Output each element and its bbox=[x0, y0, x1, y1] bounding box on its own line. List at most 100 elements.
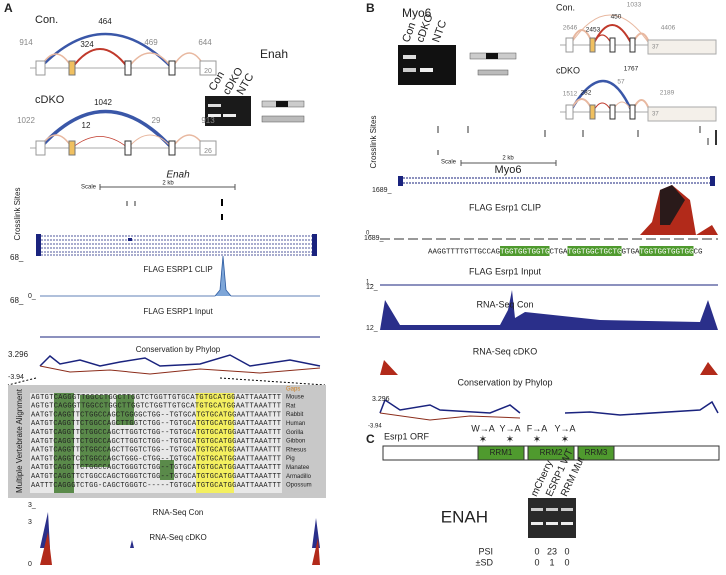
junction-count: 324 bbox=[80, 40, 94, 49]
junction-count: 913 bbox=[201, 116, 215, 125]
label: Crosslink Sites bbox=[13, 188, 22, 241]
psi-value: 23 bbox=[547, 546, 557, 556]
label: 3.296 bbox=[8, 350, 29, 359]
label: Enah bbox=[166, 170, 190, 181]
gel-myo6 bbox=[398, 45, 517, 85]
sashimi-cdko-a bbox=[30, 109, 217, 156]
sequence: AATGTCAGGTCCTGGCCAGCTGGG-CTGG--TGTGCATGT… bbox=[31, 455, 281, 463]
label: 1_ bbox=[366, 280, 373, 286]
mutation: F→A bbox=[527, 423, 548, 433]
junction-count: 57 bbox=[617, 79, 625, 86]
alignment-box bbox=[8, 385, 326, 498]
junction-count: 914 bbox=[19, 38, 33, 47]
sequence: AGTGTCAGGGTTGGCCTGGCTTGGTCTGGTTGTGCATGTG… bbox=[31, 394, 281, 402]
label: 0 bbox=[28, 561, 32, 568]
label: 68_ bbox=[10, 296, 24, 305]
junction-count: 12 bbox=[82, 121, 91, 130]
junction-count: 282 bbox=[581, 90, 592, 97]
gel-enah bbox=[205, 96, 305, 126]
mutation: W→A bbox=[471, 423, 495, 433]
label: ENAH bbox=[441, 507, 488, 526]
label: 0_ bbox=[28, 293, 36, 300]
junction-count: 1042 bbox=[94, 98, 112, 107]
sequence: AATGTCAGGTTCTGGCCAGCTTGGTCTGG--TGTGCATGT… bbox=[31, 420, 281, 428]
sequence: AGTGTCAGGGTTGGCCTGGCTTGGTCTGGTTGTGCATGTG… bbox=[31, 403, 281, 411]
svg-text:✶: ✶ bbox=[479, 435, 487, 446]
species-name: Mouse bbox=[286, 395, 305, 401]
sd-value: 0 bbox=[564, 557, 569, 567]
domain-label: RRM3 bbox=[585, 448, 608, 457]
svg-text:✶: ✶ bbox=[533, 435, 541, 446]
junction-count: 1033 bbox=[627, 2, 642, 9]
label: FLAG ESRP1 Input bbox=[143, 307, 213, 316]
sequence: TGGTGGTGGTG bbox=[500, 248, 550, 256]
sequence: TGGTGGTGGTGG bbox=[640, 248, 694, 256]
species-name: Rabbit bbox=[286, 412, 304, 418]
svg-text:✶: ✶ bbox=[506, 435, 514, 446]
label: 20 bbox=[204, 68, 212, 75]
label: Con. bbox=[556, 2, 575, 12]
sequence: AATTTCAGGGTCTGG-CAGCTGGGTC-----TGTGCATGT… bbox=[31, 482, 281, 490]
label: Gaps bbox=[286, 387, 300, 393]
species-name: Manatee bbox=[286, 465, 310, 471]
species-name: Gorilla bbox=[286, 430, 304, 436]
label: 3_ bbox=[28, 502, 36, 509]
junction-count: 2453 bbox=[586, 27, 601, 34]
label: 2 kb bbox=[502, 156, 514, 162]
species-name: Opossum bbox=[286, 483, 312, 489]
junction-count: 2189 bbox=[660, 90, 675, 97]
label: RNA-Seq Con bbox=[476, 299, 533, 309]
motif-highlight bbox=[639, 246, 694, 256]
mutation: Y→A bbox=[554, 423, 575, 433]
sequence: CG bbox=[694, 248, 703, 256]
sequence: AATGTCAGGTTCTGGCCAGCTTGGTCTGG--TGTGCATGT… bbox=[31, 447, 281, 455]
sashimi-con-a bbox=[30, 32, 217, 76]
label: Enah bbox=[260, 47, 288, 61]
junction-count: 1512 bbox=[563, 91, 578, 98]
sashimi-cdko-b bbox=[560, 80, 717, 122]
junction-count: 2646 bbox=[563, 25, 578, 32]
label: 68_ bbox=[10, 253, 24, 262]
species-name: Rat bbox=[286, 403, 296, 409]
label: Scale bbox=[81, 185, 97, 191]
motif-highlight bbox=[500, 246, 550, 256]
mutation: Y→A bbox=[499, 423, 520, 433]
sd-value: 0 bbox=[534, 557, 539, 567]
junction-count: 4406 bbox=[661, 25, 676, 32]
junction-count: 1022 bbox=[17, 116, 35, 125]
sequence: TGGTGGCTGCTG bbox=[568, 248, 622, 256]
label: cDKO bbox=[35, 94, 65, 106]
label: RNA-Seq cDKO bbox=[473, 346, 538, 356]
sashimi-con-b bbox=[560, 14, 717, 55]
species-name: Human bbox=[286, 421, 305, 427]
genome-browser-a bbox=[7, 184, 326, 386]
label: FLAG Esrp1 CLIP bbox=[469, 202, 541, 212]
junction-count: 29 bbox=[152, 116, 161, 125]
sequence: AATGTCAGGTTCTGGCCAGCTGGGTCTGG--TGTGCATGT… bbox=[31, 464, 281, 472]
label: 3.296 bbox=[372, 396, 390, 403]
panel-label: C bbox=[366, 432, 375, 446]
sequence: AATGTCAGGTTCTGGCCAGCTTGGTCTGG--TGTGCATGT… bbox=[31, 438, 281, 446]
junction-count: 1767 bbox=[624, 66, 639, 73]
sequence: GTGA bbox=[622, 248, 640, 256]
sequence: AATGTCAGGTTCTGGCCAGCTTGGTCTGG--TGTGCATGT… bbox=[31, 429, 281, 437]
species-name: Pig bbox=[286, 456, 295, 462]
label: ±SD bbox=[476, 557, 494, 567]
motif-highlight bbox=[567, 246, 622, 256]
label: 1689_ bbox=[372, 187, 392, 194]
label: RNA-Seq cDKO bbox=[149, 533, 206, 542]
label: -3.94 bbox=[8, 374, 24, 381]
label: Multiple Vertebrate Alignment bbox=[15, 388, 24, 493]
label: 37 bbox=[652, 45, 659, 51]
label: Con. bbox=[35, 14, 58, 26]
panel-label: B bbox=[366, 1, 375, 15]
sd-value: 1 bbox=[549, 557, 554, 567]
label: PSI bbox=[478, 546, 493, 556]
psi-value: 0 bbox=[564, 546, 569, 556]
label: Myo6 bbox=[495, 164, 522, 176]
species-name: Gibbon bbox=[286, 439, 305, 445]
sequence: AAGGTTTTGTTGCCAG bbox=[428, 248, 500, 256]
sequence: AATGTCAGGTTCTGGCCAGCTGGGGCTGG--TGTGCATGT… bbox=[31, 411, 281, 419]
label: 2 kb bbox=[162, 181, 174, 187]
label: RNA-Seq Con bbox=[153, 508, 204, 517]
